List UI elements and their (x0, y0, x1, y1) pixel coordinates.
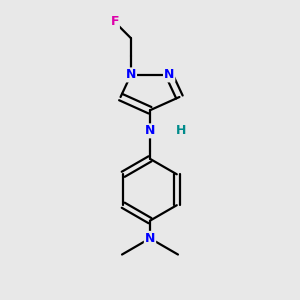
Text: N: N (126, 68, 136, 81)
Text: N: N (145, 232, 155, 245)
Text: F: F (110, 15, 119, 28)
Text: N: N (164, 68, 174, 81)
Text: H: H (176, 124, 186, 137)
Text: N: N (145, 124, 155, 137)
